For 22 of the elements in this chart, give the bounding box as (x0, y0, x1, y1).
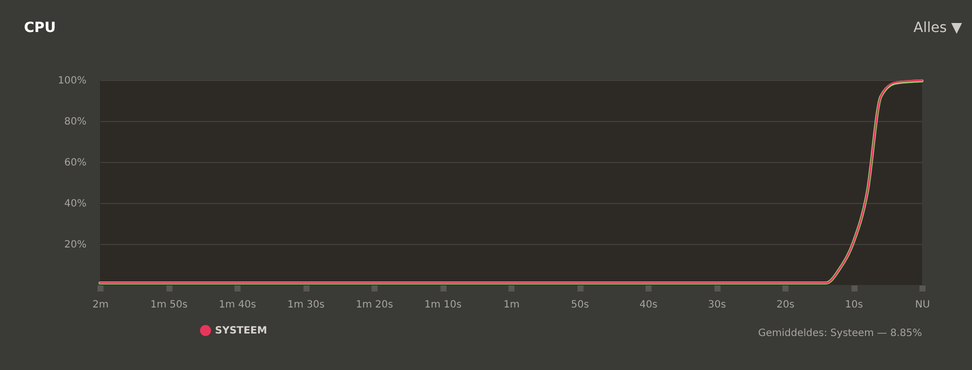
y-tick-label: 20% (64, 240, 86, 250)
x-tick-label: 1m 50s (150, 300, 188, 310)
x-tick-label: 1m 20s (356, 300, 394, 310)
x-tick-label: 1m 40s (218, 300, 256, 310)
chart-title: CPU (24, 20, 56, 36)
y-tick-label: 100% (58, 76, 86, 86)
text: Alles ▼ (914, 20, 962, 36)
x-tick-label: 10s (845, 300, 863, 310)
y-tick-label: 40% (64, 198, 86, 210)
x-tick-label: 1m (503, 300, 520, 310)
y-tick-label: 60% (64, 158, 86, 168)
y-tick-label: 80% (64, 116, 86, 128)
x-tick-label: 30s (708, 300, 726, 310)
text: Gemiddeldes: Systeem — 8.85% (758, 328, 922, 339)
legend-label: SYSTEEM (215, 326, 268, 336)
x-tick-label: 20s (776, 300, 794, 310)
x-tick-label: 1m 30s (287, 300, 325, 310)
x-tick-label: 40s (640, 300, 658, 310)
x-tick-label: 2m (92, 300, 109, 310)
x-tick-label: 50s (571, 300, 589, 310)
x-tick-label: NU (915, 300, 930, 310)
x-tick-label: 1m 10s (424, 300, 462, 310)
